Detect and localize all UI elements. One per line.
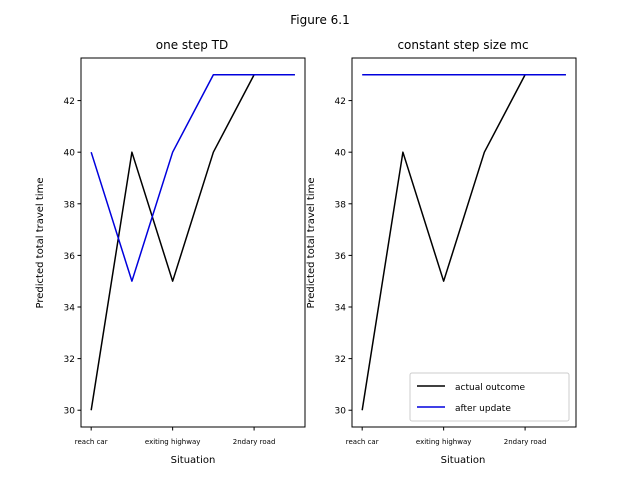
y-tick-label: 30	[64, 407, 76, 417]
x-tick-label: exiting highway	[416, 438, 471, 446]
x-tick-label: 2ndary road	[504, 438, 547, 446]
series-lines	[90, 74, 295, 411]
y-tick-label: 38	[335, 200, 347, 210]
legend-label-actual-outcome: actual outcome	[455, 383, 526, 393]
series-line-after-update	[90, 74, 295, 282]
y-tick-label: 40	[335, 149, 347, 159]
y-tick-label: 38	[64, 200, 76, 210]
y-tick-label: 42	[64, 97, 75, 107]
y-tick-label: 36	[335, 252, 347, 262]
y-tick-label: 34	[64, 304, 76, 314]
y-tick-label: 40	[64, 149, 76, 159]
figure-suptitle: Figure 6.1	[290, 13, 350, 27]
subplot-title: constant step size mc	[397, 38, 528, 52]
legend: actual outcome after update	[409, 372, 570, 422]
axes-frame	[351, 57, 577, 428]
series-lines	[361, 74, 566, 411]
x-tick-label: exiting highway	[145, 438, 200, 446]
x-axis-label: Situation	[171, 455, 216, 466]
axis-ticks: 30 32 34 36 38 40 42 reach car exiting highway 2n…	[335, 97, 547, 446]
y-axis-label: Predicted total travel time	[35, 178, 46, 309]
y-tick-label: 36	[64, 252, 76, 262]
x-tick-label: 2ndary road	[233, 438, 276, 446]
subplot-constant-step-size-mc: constant step size mc Situation Predicte…	[306, 38, 577, 466]
y-tick-label: 34	[335, 304, 347, 314]
y-tick-label: 32	[64, 355, 75, 365]
subplot-one-step-td: one step TD Situation Predicted total tr…	[35, 38, 306, 466]
axis-ticks: 30 32 34 36 38 40 42 reach car exiting highway 2n…	[64, 97, 276, 446]
x-tick-label: reach car	[346, 438, 379, 446]
y-tick-label: 30	[335, 407, 347, 417]
legend-label-after-update: after update	[455, 404, 511, 414]
axes-frame	[80, 57, 306, 428]
x-axis-label: Situation	[441, 455, 486, 466]
y-axis-label: Predicted total travel time	[306, 178, 317, 309]
y-tick-label: 42	[335, 97, 346, 107]
x-tick-label: reach car	[75, 438, 108, 446]
legend-box	[409, 372, 570, 422]
y-tick-label: 32	[335, 355, 346, 365]
subplot-title: one step TD	[156, 38, 229, 52]
